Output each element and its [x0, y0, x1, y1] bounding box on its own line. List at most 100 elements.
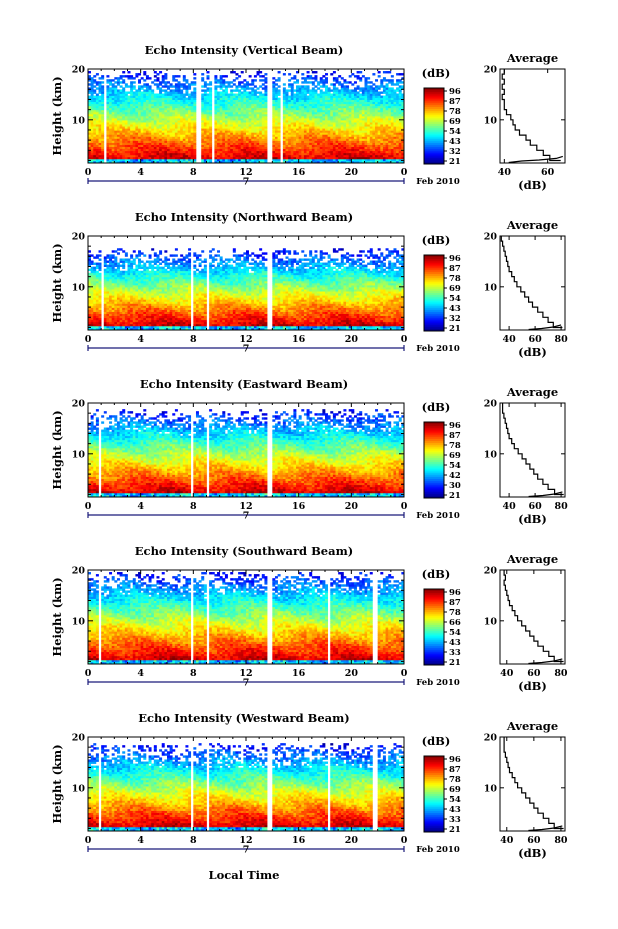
heatmap-title: Echo Intensity (Westward Beam) [138, 711, 349, 725]
y-tick-label: 10 [72, 616, 86, 627]
colorbar-label: (dB) [422, 400, 451, 414]
colorbar-tick-label: 32 [449, 314, 461, 324]
x-tick-label: 0 [85, 167, 92, 178]
average-title: Average [506, 719, 558, 733]
y-tick-label: 20 [72, 232, 86, 243]
average-title: Average [506, 218, 558, 232]
x-tick-label: 0 [401, 501, 408, 512]
colorbar-tick-label: 54 [449, 127, 461, 137]
colorbar-tick-label: 21 [449, 491, 461, 501]
average-x-tick-label: 40 [502, 334, 516, 345]
heatmap-title: Echo Intensity (Northward Beam) [135, 210, 353, 224]
average-profile-line [504, 737, 563, 829]
average-x-tick-label: 80 [554, 668, 568, 679]
heatmap-field [88, 409, 404, 497]
local-time-label: Local Time [209, 868, 280, 882]
colorbar-label: (dB) [422, 66, 451, 80]
colorbar-tick-label: 21 [449, 825, 461, 835]
average-profile-line [502, 69, 561, 161]
colorbar-tick-label: 87 [449, 598, 461, 608]
average-profile-line [504, 570, 563, 662]
average-frame [500, 403, 565, 497]
colorbar-tick-label: 54 [449, 628, 461, 638]
colorbar-tick-label: 33 [449, 648, 461, 658]
y-tick-label: 20 [72, 733, 86, 744]
colorbar-tick-label: 96 [449, 87, 461, 97]
average-y-tick-label: 20 [484, 566, 498, 577]
average-profile-line [503, 403, 564, 495]
average-xlabel: (dB) [518, 178, 547, 192]
colorbar-tick-label: 66 [449, 618, 461, 628]
colorbar-tick-label: 43 [449, 805, 461, 815]
x-tick-label: 8 [190, 668, 197, 679]
colorbar-tick-label: 21 [449, 324, 461, 334]
x-tick-label: 0 [85, 835, 92, 846]
colorbar-label: (dB) [422, 734, 451, 748]
panel-3: Echo Intensity (Eastward Beam)0 4 8 12 16 20 0… [50, 377, 568, 526]
colorbar-tick-label: 21 [449, 157, 461, 167]
colorbar-tick-label: 78 [449, 441, 461, 451]
x-tick-label: 20 [345, 334, 359, 345]
heatmap-field [88, 248, 404, 330]
average-x-tick-label: 60 [528, 334, 542, 345]
colorbar-tick-label: 87 [449, 765, 461, 775]
y-tick-label: 20 [72, 65, 86, 76]
average-frame [500, 737, 565, 831]
x-tick-label: 16 [292, 167, 306, 178]
y-axis-label: Height (km) [50, 243, 64, 322]
colorbar-tick-label: 54 [449, 294, 461, 304]
x-tick-label: 8 [190, 334, 197, 345]
y-axis-label: Height (km) [50, 744, 64, 823]
x-tick-label: 20 [345, 835, 359, 846]
colorbar-tick-label: 87 [449, 264, 461, 274]
colorbar-tick-label: 69 [449, 451, 461, 461]
average-x-tick-label: 40 [500, 835, 514, 846]
average-x-tick-label: 80 [554, 835, 568, 846]
average-y-tick-label: 20 [484, 232, 498, 243]
average-title: Average [506, 552, 558, 566]
average-title: Average [506, 51, 558, 65]
colorbar-tick-label: 33 [449, 815, 461, 825]
average-near-surface-line [509, 156, 563, 162]
x-tick-label: 4 [137, 334, 144, 345]
day-label: 7 [243, 845, 250, 856]
y-tick-label: 10 [72, 115, 86, 126]
y-axis-label: Height (km) [50, 577, 64, 656]
date-tag: Feb 2010 [416, 511, 460, 521]
day-label: 7 [243, 678, 250, 689]
colorbar-tick-label: 69 [449, 284, 461, 294]
panel-5: Echo Intensity (Westward Beam)0 4 8 12 16 20 0… [50, 711, 568, 860]
heatmap-field [88, 743, 404, 831]
date-tag: Feb 2010 [416, 845, 460, 855]
y-tick-label: 10 [72, 282, 86, 293]
average-y-tick-label: 10 [484, 616, 498, 627]
panel-1: Echo Intensity (Vertical Beam)0 4 8 12 16 20 0… [50, 43, 565, 192]
x-tick-label: 4 [137, 835, 144, 846]
y-tick-label: 20 [72, 399, 86, 410]
average-x-tick-label: 60 [527, 668, 541, 679]
colorbar-label: (dB) [422, 233, 451, 247]
average-y-tick-label: 20 [484, 399, 498, 410]
day-label: 7 [243, 511, 250, 522]
heatmap-title: Echo Intensity (Eastward Beam) [140, 377, 348, 391]
colorbar-tick-label: 96 [449, 254, 461, 264]
date-tag: Feb 2010 [416, 678, 460, 688]
colorbar-tick-label: 96 [449, 588, 461, 598]
x-tick-label: 0 [401, 334, 408, 345]
colorbar-tick-label: 78 [449, 274, 461, 284]
x-tick-label: 8 [190, 167, 197, 178]
x-tick-label: 4 [137, 167, 144, 178]
panel-4: Echo Intensity (Southward Beam)0 4 8 12 16 20… [50, 544, 568, 693]
average-xlabel: (dB) [518, 512, 547, 526]
average-frame [500, 236, 565, 330]
y-tick-label: 20 [72, 566, 86, 577]
heatmap-field [88, 71, 404, 163]
x-tick-label: 16 [292, 334, 306, 345]
